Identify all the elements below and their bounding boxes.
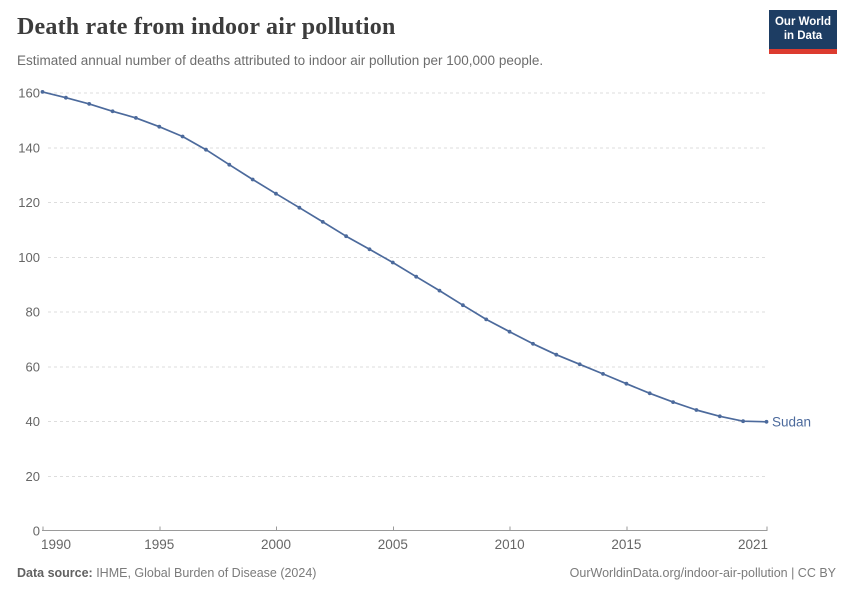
data-point[interactable] [484, 317, 489, 322]
data-point[interactable] [344, 234, 348, 239]
data-point[interactable] [507, 329, 512, 334]
y-tick-label: 160 [18, 86, 40, 101]
data-point[interactable] [134, 116, 138, 120]
x-tick-label: 2015 [611, 537, 641, 552]
data-point[interactable] [694, 408, 699, 412]
y-tick-label: 40 [26, 414, 40, 429]
chart-footer: Data source: IHME, Global Burden of Dise… [17, 566, 836, 580]
series-line-sudan[interactable] [41, 91, 768, 423]
data-point[interactable] [414, 274, 419, 279]
data-point[interactable] [554, 352, 559, 357]
data-point[interactable] [320, 220, 325, 224]
line-chart[interactable]: 0 20 40 60 80 100 120 140 160 1990 1995 2000 2005 201… [0, 0, 850, 560]
chart-subtitle: Estimated annual number of deaths attrib… [17, 53, 544, 68]
data-point[interactable] [390, 260, 395, 265]
owid-logo-line1: Our World [774, 16, 831, 28]
x-tick-label: 2005 [378, 537, 408, 552]
x-tick-label: 2021 [738, 537, 768, 552]
owid-logo[interactable]: Our World in Data [769, 10, 837, 54]
data-point[interactable] [624, 381, 629, 386]
data-source-text: IHME, Global Burden of Disease (2024) [92, 566, 317, 580]
data-point[interactable] [204, 147, 208, 152]
data-point[interactable] [157, 124, 162, 129]
data-point[interactable] [461, 303, 465, 308]
y-tick-label: 120 [18, 195, 40, 210]
chart-title: Death rate from indoor air pollution [17, 14, 396, 40]
x-tick-label: 1995 [144, 537, 174, 552]
data-point[interactable] [297, 205, 302, 210]
x-tick-label: 2000 [261, 537, 291, 552]
data-point[interactable] [64, 95, 68, 100]
data-point[interactable] [671, 400, 675, 404]
data-point[interactable] [764, 419, 769, 424]
source-url[interactable]: OurWorldinData.org/indoor-air-pollution … [569, 566, 836, 580]
data-point[interactable] [227, 162, 232, 167]
data-point[interactable] [601, 372, 605, 376]
data-point[interactable] [741, 419, 745, 424]
data-point[interactable] [110, 109, 115, 114]
data-point[interactable] [87, 102, 92, 106]
data-point[interactable] [180, 134, 185, 139]
data-point[interactable] [250, 177, 255, 182]
y-tick-label: 100 [18, 250, 40, 265]
data-point[interactable] [531, 341, 535, 346]
owid-logo-line2: in Data [783, 29, 823, 42]
data-point[interactable] [437, 288, 442, 293]
data-source-label: Data source: [17, 566, 93, 580]
y-tick-label: 20 [26, 469, 40, 484]
y-tick-label: 0 [33, 524, 40, 539]
data-point[interactable] [367, 247, 372, 252]
y-tick-label: 60 [26, 359, 40, 374]
data-point[interactable] [717, 414, 722, 419]
data-source: Data source: IHME, Global Burden of Dise… [17, 566, 316, 580]
data-point[interactable] [577, 362, 582, 367]
data-point[interactable] [40, 90, 45, 94]
x-tick-label: 2010 [495, 537, 525, 552]
data-point[interactable] [647, 391, 652, 396]
data-point[interactable] [274, 191, 278, 196]
x-tick-label: 1990 [41, 537, 71, 552]
series-label-sudan[interactable]: Sudan [772, 414, 811, 429]
y-tick-label: 80 [26, 305, 40, 320]
y-tick-label: 140 [18, 140, 40, 155]
